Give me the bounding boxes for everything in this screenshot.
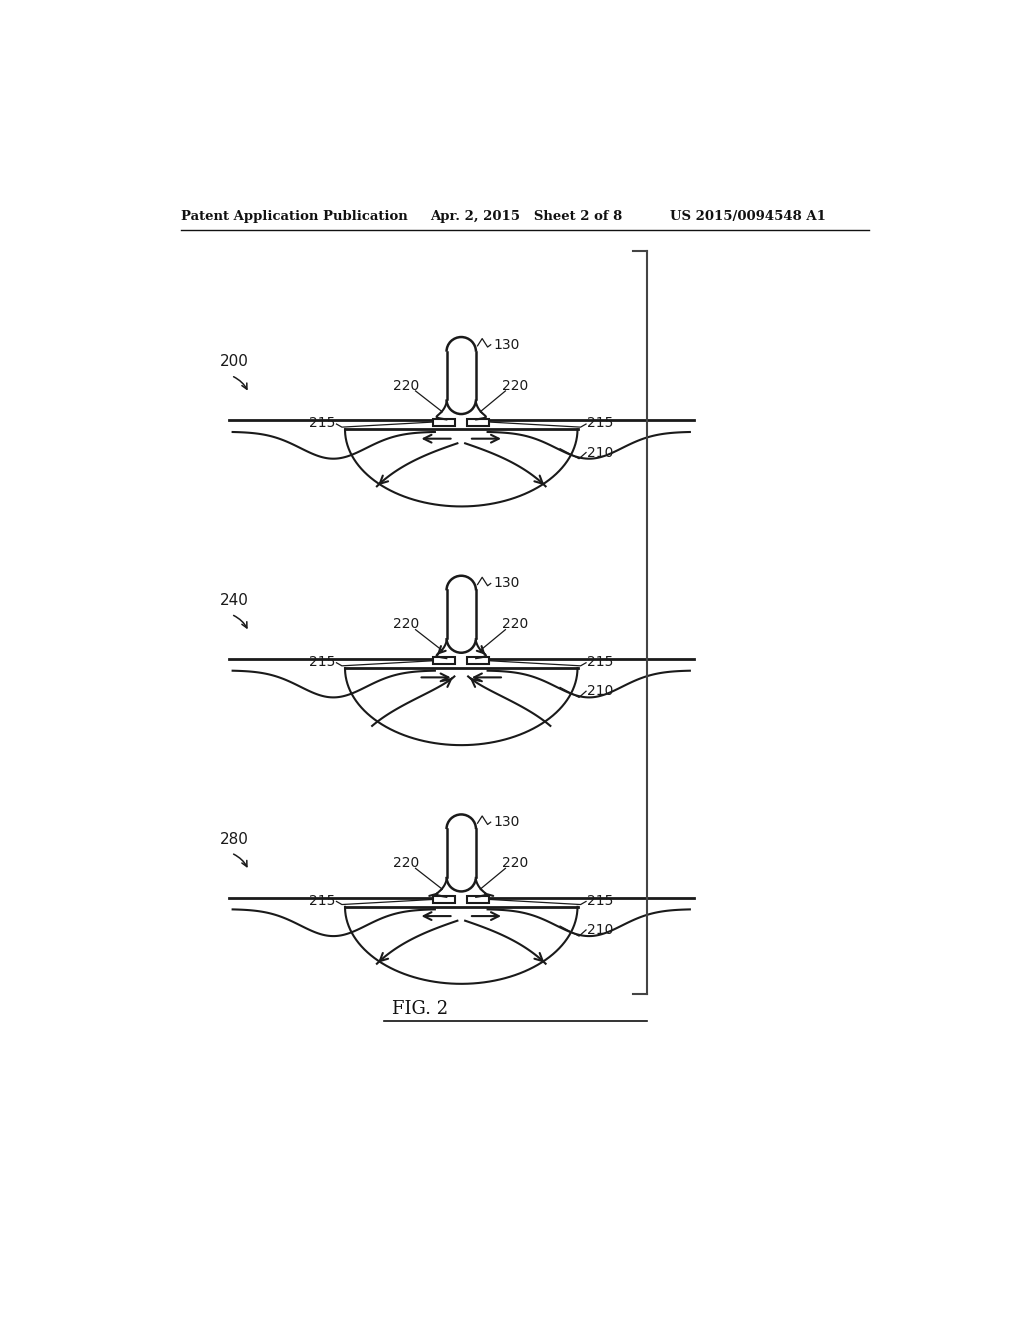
Text: 210: 210	[587, 446, 613, 459]
Text: 220: 220	[393, 379, 420, 392]
Bar	[467, 896, 489, 903]
Bar	[433, 896, 455, 903]
Text: 240: 240	[219, 593, 249, 609]
Text: 220: 220	[502, 618, 527, 631]
Text: 220: 220	[502, 855, 527, 870]
Bar	[433, 657, 455, 664]
Text: 200: 200	[219, 354, 249, 370]
Text: US 2015/0094548 A1: US 2015/0094548 A1	[671, 210, 826, 223]
Text: 215: 215	[587, 655, 613, 669]
Bar	[446, 351, 476, 400]
Text: 280: 280	[219, 832, 249, 846]
Text: 220: 220	[502, 379, 527, 392]
Text: 130: 130	[493, 816, 519, 829]
Bar	[467, 418, 489, 425]
Text: 215: 215	[309, 416, 336, 430]
Text: 210: 210	[587, 684, 613, 698]
Text: Patent Application Publication: Patent Application Publication	[180, 210, 408, 223]
Bar	[433, 418, 455, 425]
Bar	[446, 590, 476, 638]
Text: 210: 210	[587, 923, 613, 937]
Text: 215: 215	[587, 894, 613, 908]
Text: 130: 130	[493, 338, 519, 351]
Text: 215: 215	[309, 655, 336, 669]
Polygon shape	[345, 668, 578, 744]
Text: FIG. 2: FIG. 2	[391, 1001, 447, 1018]
Text: 215: 215	[309, 894, 336, 908]
Bar	[446, 829, 476, 876]
Text: 215: 215	[587, 416, 613, 430]
Text: Apr. 2, 2015   Sheet 2 of 8: Apr. 2, 2015 Sheet 2 of 8	[430, 210, 623, 223]
Text: 130: 130	[493, 577, 519, 590]
Text: 220: 220	[393, 855, 420, 870]
Polygon shape	[345, 429, 578, 507]
Text: 220: 220	[393, 618, 420, 631]
Bar	[467, 657, 489, 664]
Polygon shape	[345, 907, 578, 983]
